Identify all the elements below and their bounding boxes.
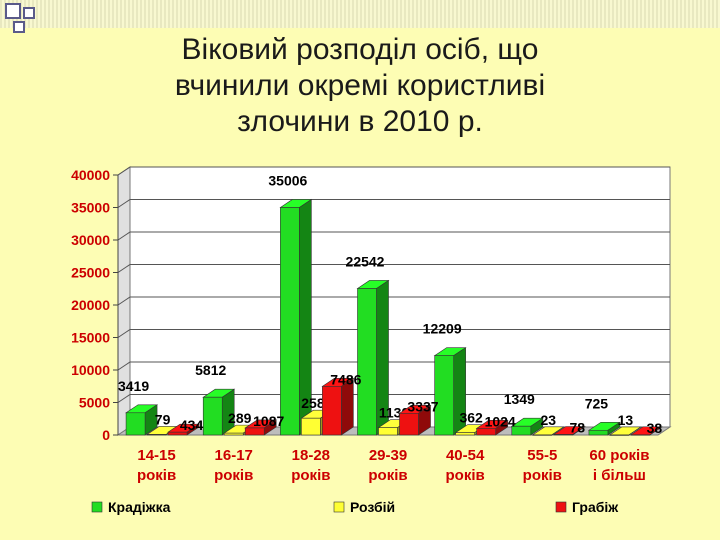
bar — [244, 427, 265, 436]
gridline — [117, 199, 670, 208]
category-label: років — [523, 467, 562, 484]
gridline — [117, 394, 670, 403]
bar — [532, 434, 553, 436]
bar — [476, 428, 496, 436]
bar — [511, 425, 532, 436]
data-label: 1349 — [504, 391, 535, 407]
bar — [553, 434, 574, 436]
bar — [630, 434, 651, 436]
bar — [357, 288, 377, 436]
data-label: 5812 — [195, 362, 226, 378]
data-label: 434 — [180, 417, 204, 433]
bar — [125, 412, 146, 436]
data-label: 1087 — [253, 413, 284, 429]
data-label: 3337 — [407, 398, 438, 414]
y-tick-label: 15000 — [71, 330, 110, 346]
title-line: злочини в 2010 р. — [237, 105, 483, 138]
category-label: 55-5 — [527, 447, 557, 464]
legend-label: Розбій — [350, 499, 395, 515]
data-label: 7486 — [330, 371, 361, 387]
category-label: років — [137, 467, 176, 484]
legend-label: Грабіж — [572, 499, 619, 515]
decorative-band — [0, 0, 720, 28]
bar — [146, 434, 167, 436]
y-tick-label: 25000 — [71, 265, 110, 281]
y-tick-label: 20000 — [71, 297, 110, 313]
bar — [167, 431, 188, 436]
bar — [280, 207, 300, 436]
gridline — [117, 264, 670, 273]
corner-square — [23, 7, 35, 19]
y-tick-label: 30000 — [71, 232, 110, 248]
bar — [378, 427, 398, 436]
y-tick-label: 5000 — [79, 395, 110, 411]
title-line: Віковий розподіл осіб, що — [181, 33, 539, 66]
legend-swatch — [555, 501, 567, 513]
category-label: 60 років — [589, 447, 649, 464]
corner-square — [5, 3, 21, 19]
gridline — [117, 296, 670, 306]
legend-label: Крадіжка — [108, 499, 171, 515]
category-label: 14-15 — [137, 447, 175, 464]
category-label: років — [291, 467, 330, 484]
data-label: 23 — [540, 412, 556, 428]
data-label: 12209 — [423, 321, 462, 337]
y-tick-label: 35000 — [71, 200, 110, 216]
bar — [609, 434, 630, 436]
corner-squares-decoration — [5, 3, 35, 33]
slide-title: Віковий розподіл осіб, що вчинили окремі… — [60, 32, 660, 140]
category-label: 18-28 — [292, 447, 330, 464]
data-label: 79 — [155, 411, 171, 427]
bar — [223, 432, 244, 436]
data-label: 35006 — [268, 172, 307, 188]
category-label: 40-54 — [446, 447, 485, 464]
title-line: вчинили окремі користливі — [174, 69, 546, 102]
data-label: 22542 — [346, 253, 385, 269]
gridline — [117, 231, 670, 241]
data-label: 78 — [569, 419, 585, 435]
category-label: 16-17 — [215, 447, 253, 464]
gridline — [117, 361, 670, 371]
bar — [434, 355, 454, 436]
bar — [588, 429, 609, 436]
bar — [202, 396, 223, 436]
gridline — [117, 166, 670, 176]
data-label: 38 — [647, 420, 663, 436]
data-label: 13 — [618, 412, 634, 428]
data-label: 289 — [228, 410, 252, 426]
y-tick-label: 10000 — [71, 362, 110, 378]
category-label: років — [214, 467, 253, 484]
category-label: і більш — [593, 467, 646, 484]
gridline — [117, 329, 670, 338]
legend-swatch — [91, 501, 103, 513]
bar — [322, 386, 342, 436]
data-label: 3419 — [118, 378, 149, 394]
y-tick-label: 0 — [102, 427, 110, 443]
category-label: років — [368, 467, 407, 484]
corner-square — [13, 21, 25, 33]
data-label: 725 — [585, 395, 609, 411]
category-label: років — [446, 467, 485, 484]
data-label: 1024 — [485, 413, 516, 429]
legend-swatch — [333, 501, 345, 513]
bar — [301, 417, 321, 436]
bar — [399, 413, 419, 436]
y-tick-label: 40000 — [71, 167, 110, 183]
bar — [455, 432, 475, 436]
data-label: 362 — [459, 410, 483, 426]
category-label: 29-39 — [369, 447, 407, 464]
